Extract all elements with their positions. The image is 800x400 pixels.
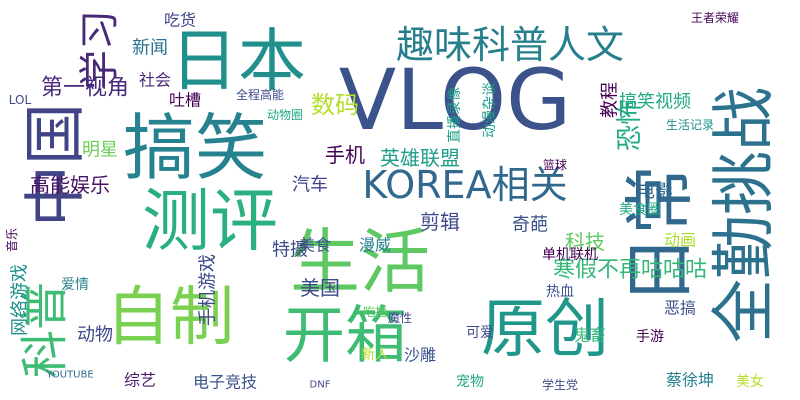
word: 漫威: [359, 236, 391, 255]
word: 爱情: [61, 277, 89, 293]
word: 篮球: [543, 157, 567, 172]
word: 吃货: [164, 11, 196, 30]
word: KOREA相关: [362, 163, 567, 207]
word: 高能娱乐: [30, 173, 110, 197]
word: 沙雕: [404, 346, 436, 365]
word: 宠物: [456, 374, 484, 390]
word: 社会: [139, 71, 171, 90]
word: 第一视角: [41, 76, 129, 101]
word: 美女: [736, 373, 764, 390]
word: 美食: [299, 236, 331, 255]
word: 科技: [565, 230, 605, 254]
word: 自制: [106, 281, 234, 355]
word: 剪辑: [420, 210, 460, 234]
word: 直播录像: [446, 87, 463, 143]
word: 电子竞技: [193, 373, 257, 392]
word: 单机联机: [542, 247, 598, 263]
word: 日常: [619, 165, 701, 305]
word: 全勤挑战: [708, 87, 782, 343]
word: VLOG: [339, 51, 571, 149]
word: YOUTUBE: [45, 370, 93, 381]
word: 美食圈: [619, 201, 661, 218]
word: 学习: [77, 10, 123, 90]
word: 科普: [17, 282, 73, 378]
word: 动物圈: [267, 108, 303, 122]
word: 寒假不再咕咕咕: [553, 258, 707, 283]
word: 英雄联盟: [380, 146, 460, 170]
word: 吃播: [363, 305, 387, 319]
word: LOL: [9, 93, 32, 107]
word: 手机游戏: [198, 254, 219, 326]
word: 新人: [361, 347, 389, 363]
word: 手游: [636, 329, 664, 345]
word: 全程高能: [236, 87, 284, 102]
word: 趣味科普人文: [396, 23, 624, 67]
word: 鬼畜: [574, 326, 606, 345]
word: 综艺: [124, 371, 156, 390]
word: 测评: [142, 183, 278, 262]
word: 动物: [77, 325, 113, 346]
word: 开箱: [283, 299, 407, 372]
word: 魔性: [388, 310, 412, 325]
word: 音乐: [4, 228, 19, 252]
word: 恐怖: [615, 99, 645, 151]
word: 搞笑: [123, 106, 267, 190]
word: 数码: [311, 91, 359, 119]
word: 手机: [325, 143, 365, 167]
word: 新闻: [132, 38, 168, 59]
word: 动画: [664, 231, 696, 250]
word: 日本: [170, 23, 306, 102]
word: 生活记录: [666, 118, 714, 132]
word: 电影: [637, 182, 673, 203]
word: 吐槽: [169, 91, 201, 110]
word: 美国: [300, 276, 340, 300]
word: 汽车: [292, 175, 328, 196]
word: 王者荣耀: [691, 11, 739, 25]
word: 中国: [19, 103, 92, 227]
word: 生活: [290, 221, 430, 303]
word: DNF: [310, 380, 331, 391]
word: 搞笑视频: [619, 92, 691, 113]
word: 特摄: [272, 240, 308, 261]
word: 可爱: [466, 325, 494, 341]
word: 动漫杂谈: [482, 82, 498, 138]
word: 恶搞: [664, 299, 696, 318]
word: 热血: [546, 284, 574, 300]
word: 网络游戏: [10, 264, 31, 336]
word: 学生党: [542, 377, 578, 392]
word: 奇葩: [512, 215, 548, 236]
word: 蔡徐坤: [666, 371, 714, 390]
word: 原创: [481, 293, 609, 367]
word: 明星: [82, 140, 118, 161]
word: 教程: [600, 82, 621, 118]
